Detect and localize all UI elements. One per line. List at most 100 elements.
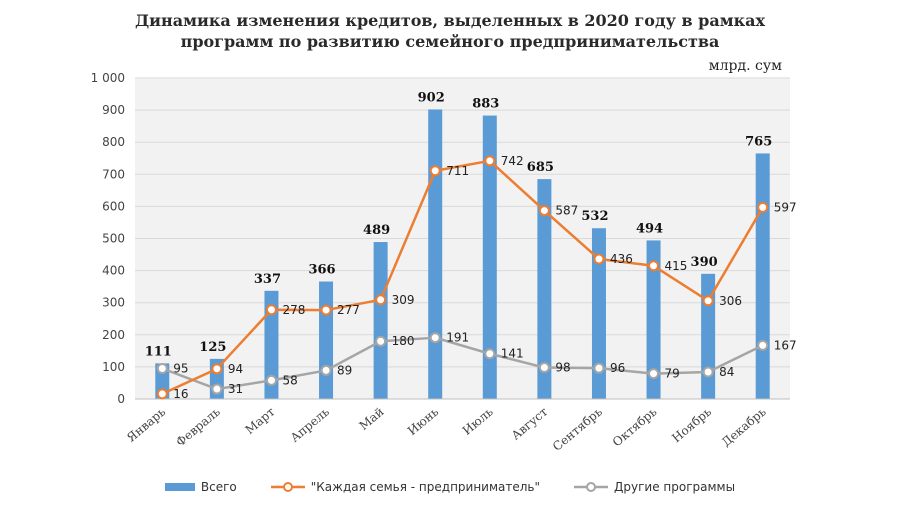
bar-total <box>701 273 716 399</box>
x-tick-label: Апрель <box>288 404 333 445</box>
x-tick-label: Январь <box>124 404 168 444</box>
legend-item-total: Всего <box>164 480 237 494</box>
y-tick-label: 100 <box>102 360 125 374</box>
point-other <box>211 383 223 395</box>
bar-total <box>591 228 606 399</box>
bar-total <box>482 115 497 399</box>
x-tick-label: Март <box>243 404 278 437</box>
y-tick-label: 200 <box>102 328 125 342</box>
data-label-other: 84 <box>719 365 734 379</box>
data-label-other: 167 <box>774 338 797 352</box>
data-label-total: 494 <box>636 221 663 236</box>
point-family <box>320 304 332 316</box>
point-other <box>375 335 387 347</box>
data-label-family: 587 <box>555 204 578 218</box>
data-label-family: 436 <box>610 252 633 266</box>
data-label-other: 79 <box>665 367 680 381</box>
bar-total <box>646 240 661 399</box>
bar-total <box>373 242 388 399</box>
data-label-total: 765 <box>745 134 772 149</box>
chart-title-line-1: Динамика изменения кредитов, выделенных … <box>134 11 766 30</box>
data-label-total: 489 <box>363 223 390 238</box>
point-family <box>265 304 277 316</box>
series-line-other <box>161 336 764 391</box>
x-tick-label: Февраль <box>173 404 223 449</box>
data-label-other: 191 <box>446 331 469 345</box>
data-label-total: 532 <box>581 209 608 224</box>
data-label-family: 309 <box>392 293 415 307</box>
bar-total <box>264 290 279 399</box>
point-other <box>320 364 332 376</box>
point-family <box>484 155 496 167</box>
point-other <box>265 374 277 386</box>
y-tick-label: 400 <box>102 264 125 278</box>
data-label-total: 111 <box>145 344 172 359</box>
data-label-total: 366 <box>308 263 335 278</box>
unit-label: млрд. сум <box>708 58 782 74</box>
point-other <box>538 362 550 374</box>
x-tick-label: Ноябрь <box>669 404 714 445</box>
point-family <box>757 201 769 213</box>
y-tick-label: 1 000 <box>91 71 125 85</box>
point-family <box>593 253 605 265</box>
data-label-family: 278 <box>282 303 305 317</box>
point-family <box>702 295 714 307</box>
point-family <box>375 294 387 306</box>
x-tick-label: Декабрь <box>719 404 769 449</box>
data-label-other: 141 <box>501 347 524 361</box>
y-tick-label: 800 <box>102 135 125 149</box>
series-line-family <box>161 159 764 396</box>
data-label-total: 883 <box>472 97 499 112</box>
x-tick-label: Август <box>509 404 551 442</box>
data-label-other: 180 <box>392 334 415 348</box>
y-tick-label: 900 <box>102 103 125 117</box>
data-label-total: 902 <box>418 90 445 105</box>
data-label-other: 96 <box>610 361 625 375</box>
legend-swatch-other <box>574 482 609 492</box>
chart-svg: 0 100 200 300 400 500 600 700 800 900 1 000 Январь Ф… <box>91 71 797 454</box>
legend-swatch-family <box>270 482 305 492</box>
data-label-family: 94 <box>228 362 243 376</box>
x-tick-label: Октябрь <box>610 404 660 449</box>
point-other <box>757 339 769 351</box>
data-label-family: 16 <box>173 387 188 401</box>
x-tick-label: Июнь <box>405 404 442 438</box>
data-label-other: 95 <box>173 362 188 376</box>
data-label-other: 98 <box>555 361 570 375</box>
data-label-other: 31 <box>228 382 243 396</box>
point-family <box>156 388 168 400</box>
data-label-family: 597 <box>774 200 797 214</box>
point-other <box>484 348 496 360</box>
y-tick-label: 500 <box>102 232 125 246</box>
legend-swatch-total <box>164 483 195 491</box>
x-tick-label: Июль <box>460 404 496 438</box>
point-family <box>648 260 660 272</box>
point-family <box>211 363 223 375</box>
bar-total <box>755 153 770 399</box>
legend-label-family: "Каждая семья - предприниматель" <box>310 480 541 494</box>
chart-title: Динамика изменения кредитов, выделенных … <box>0 10 900 52</box>
y-tick-label: 0 <box>117 392 125 406</box>
legend-item-other: Другие программы <box>574 480 735 494</box>
bar-total <box>537 179 552 399</box>
data-label-family: 306 <box>719 294 742 308</box>
x-tick-label: Май <box>357 405 387 433</box>
bar-total <box>428 109 443 399</box>
data-label-family: 415 <box>665 259 688 273</box>
point-other <box>593 362 605 374</box>
y-tick-label: 300 <box>102 296 125 310</box>
y-tick-label: 700 <box>102 167 125 181</box>
legend: Всего "Каждая семья - предприниматель" Д… <box>0 480 900 494</box>
data-label-other: 58 <box>282 373 297 387</box>
bar-total <box>319 281 334 399</box>
x-tick-label: Сентябрь <box>550 404 605 454</box>
data-label-total: 390 <box>691 255 718 270</box>
point-other <box>702 366 714 378</box>
legend-item-family: "Каждая семья - предприниматель" <box>270 480 541 494</box>
point-other <box>156 363 168 375</box>
data-label-other: 89 <box>337 363 352 377</box>
data-label-total: 685 <box>527 160 554 175</box>
data-label-total: 125 <box>199 340 226 355</box>
data-label-total: 337 <box>254 272 281 287</box>
point-other <box>429 332 441 344</box>
